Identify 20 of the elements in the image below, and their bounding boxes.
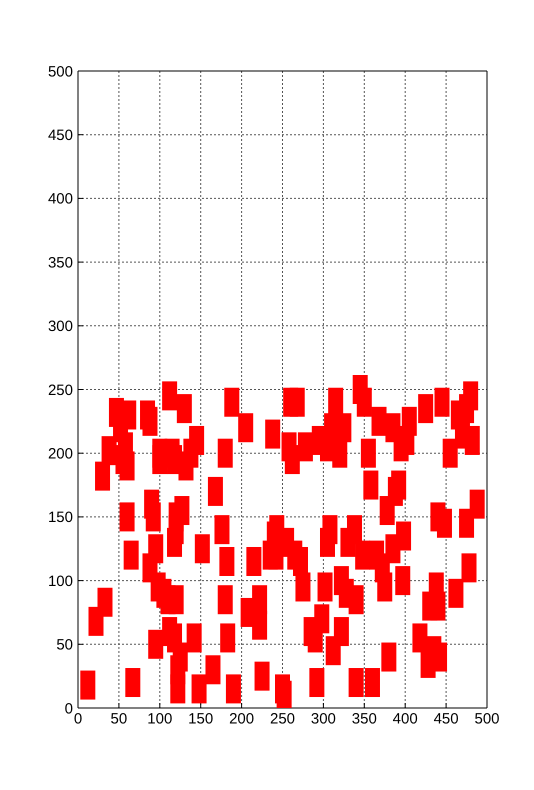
x-tick-label: 250: [270, 710, 296, 728]
y-tick-label: 150: [48, 509, 73, 526]
y-tick-label: 200: [48, 446, 73, 463]
x-tick-label: 350: [352, 710, 377, 728]
x-tick-label: 300: [310, 710, 336, 728]
x-tick-label: 500: [474, 710, 500, 728]
x-tick-label: 50: [110, 710, 128, 728]
x-tick-label: 100: [147, 710, 172, 728]
y-tick-label: 250: [48, 382, 73, 399]
y-tick-label: 500: [48, 63, 73, 80]
x-tick-label: 450: [434, 710, 459, 728]
x-tick-label: 400: [392, 710, 418, 728]
x-tick-label: 150: [188, 710, 214, 728]
y-tick-label: 400: [48, 190, 73, 208]
y-tick-label: 450: [48, 127, 73, 144]
x-tick-label: 200: [229, 710, 254, 728]
y-tick-label: 350: [48, 254, 73, 272]
y-tick-label: 300: [48, 318, 73, 336]
y-tick-label: 100: [48, 572, 73, 590]
y-tick-label: 50: [56, 636, 73, 654]
